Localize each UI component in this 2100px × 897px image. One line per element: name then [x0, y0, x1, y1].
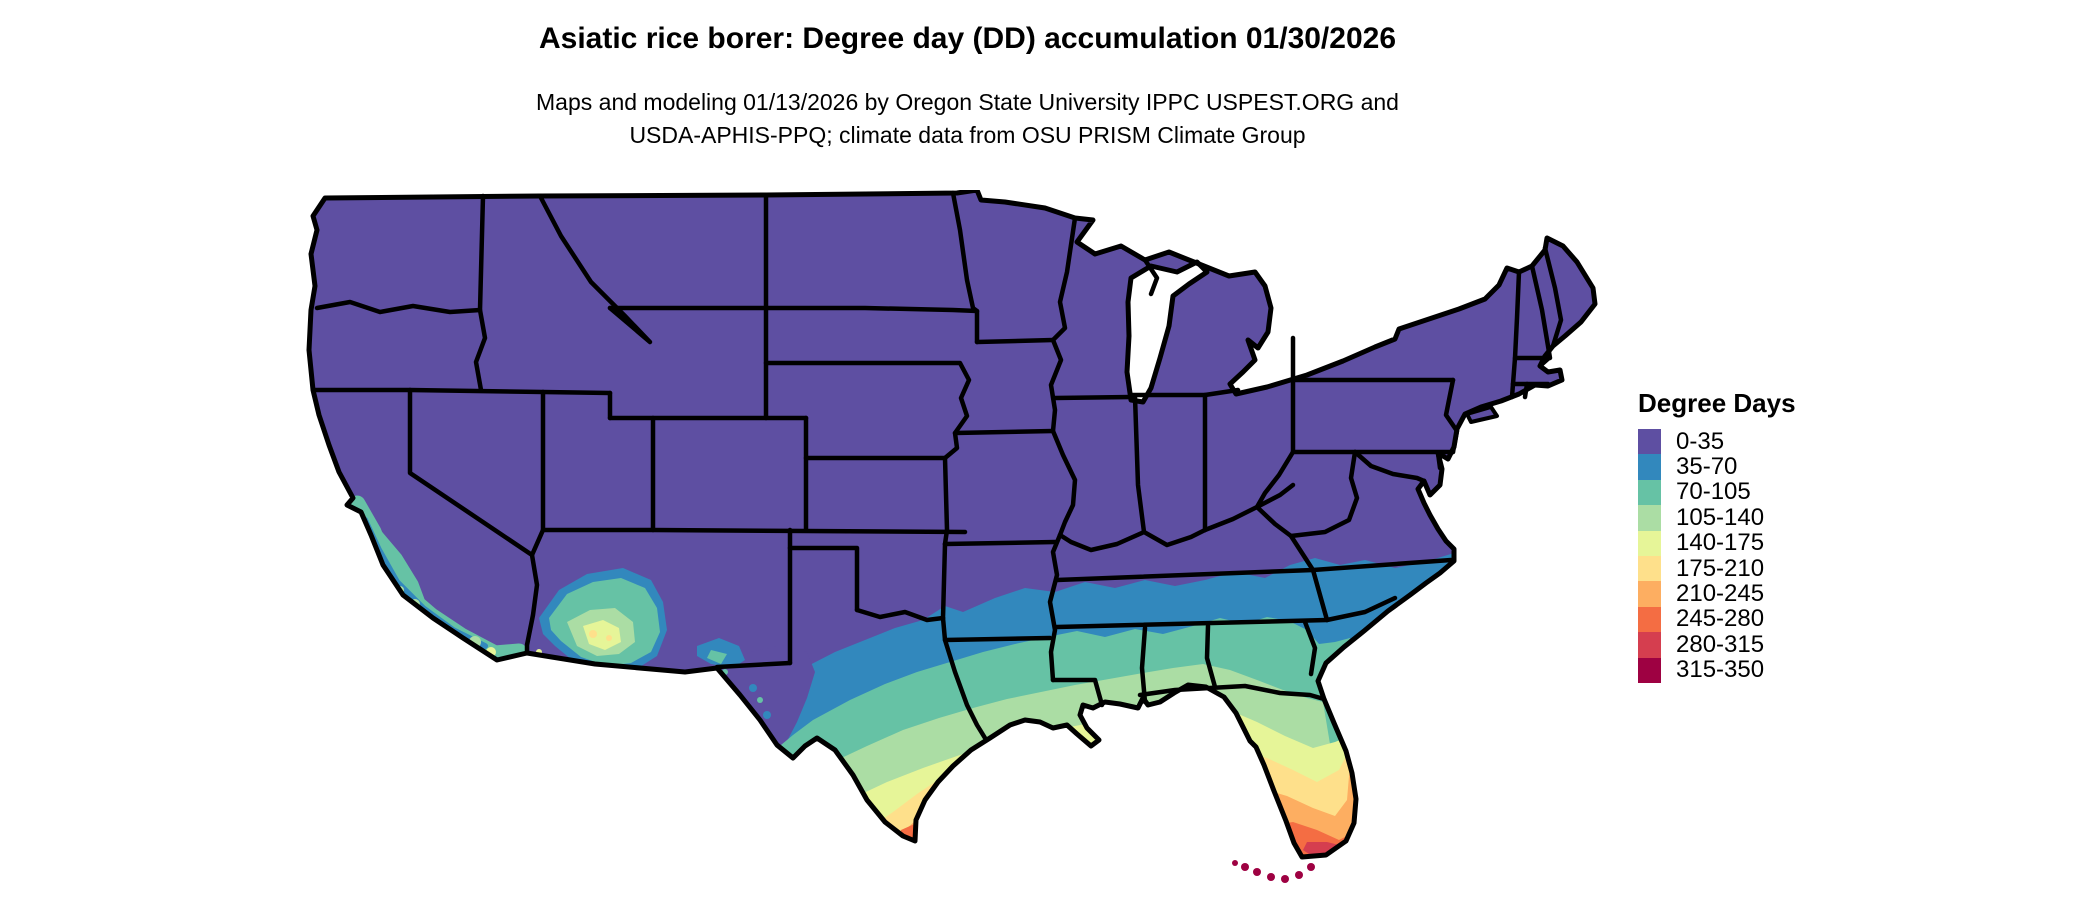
conus-base-fill: [309, 190, 1595, 857]
legend-label: 35-70: [1676, 453, 1738, 481]
legend-swatch: [1638, 429, 1661, 455]
legend-label: 280-315: [1676, 630, 1765, 658]
legend-swatch: [1638, 606, 1661, 633]
legend-title: Degree Days: [1638, 388, 1796, 418]
florida-keys: [1232, 860, 1315, 883]
legend-row: 105-140: [1638, 503, 1796, 531]
map-title: Asiatic rice borer: Degree day (DD) accu…: [538, 22, 1397, 55]
legend: Degree Days 0-35 35-70 70-105 105-140: [1638, 388, 1796, 683]
legend-label: 140-175: [1676, 529, 1765, 557]
lake-michigan: [1124, 259, 1210, 405]
west-texas-purple-wedge: [717, 645, 815, 752]
page-title: Asiatic rice borer: Degree day (DD) accu…: [0, 22, 1935, 56]
legend-swatch: [1638, 632, 1661, 658]
legend-label: 210-245: [1676, 580, 1765, 608]
legend-swatch: [1638, 555, 1661, 582]
conus-outline: [306, 187, 1598, 860]
long-island: [1465, 405, 1499, 424]
legend-label: 245-280: [1676, 605, 1765, 633]
legend-rows: 0-35 35-70 70-105 105-140 140-175: [1638, 427, 1796, 684]
us-degree-day-map: [305, 187, 1625, 892]
us-map-svg: [306, 187, 1598, 883]
legend-swatch: [1638, 657, 1661, 683]
legend-swatch: [1638, 530, 1661, 556]
legend-swatch: [1638, 581, 1661, 607]
legend-label: 105-140: [1676, 503, 1765, 531]
legend-row: 210-245: [1638, 580, 1796, 608]
legend-swatch: [1638, 454, 1661, 480]
map-subtitle-block: Maps and modeling 01/13/2026 by Oregon S…: [0, 86, 1935, 152]
legend-row: 245-280: [1638, 605, 1796, 633]
legend-row: 140-175: [1638, 529, 1796, 557]
legend-label: 70-105: [1676, 478, 1751, 506]
legend-row: 280-315: [1638, 630, 1796, 658]
legend-row: 315-350: [1638, 656, 1796, 684]
legend-label: 0-35: [1676, 427, 1725, 455]
legend-label: 175-210: [1676, 554, 1765, 582]
legend-swatch: [1638, 505, 1661, 531]
legend-row: 70-105: [1638, 478, 1796, 506]
arizona-patches: [536, 568, 771, 719]
map-subtitle-line1: Maps and modeling 01/13/2026 by Oregon S…: [536, 89, 1399, 115]
legend-row: 35-70: [1638, 453, 1796, 481]
legend-swatch: [1638, 479, 1661, 506]
legend-label: 315-350: [1676, 656, 1765, 684]
map-subtitle-line2: USDA-APHIS-PPQ; climate data from OSU PR…: [629, 122, 1306, 148]
legend-row: 0-35: [1638, 427, 1796, 455]
legend-row: 175-210: [1638, 554, 1796, 582]
state-borders: [310, 190, 1564, 741]
